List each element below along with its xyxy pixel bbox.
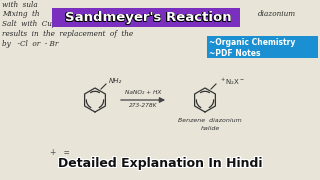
Text: halide: halide <box>200 126 220 131</box>
Text: Detailed Explanation In Hindi: Detailed Explanation In Hindi <box>59 157 263 170</box>
Text: Detailed Explanation In Hindi: Detailed Explanation In Hindi <box>57 158 261 171</box>
FancyBboxPatch shape <box>207 36 318 58</box>
Text: Sandmeyer's Reaction: Sandmeyer's Reaction <box>65 11 231 24</box>
Text: NH₂: NH₂ <box>109 78 122 84</box>
Text: Detailed Explanation In Hindi: Detailed Explanation In Hindi <box>57 157 261 170</box>
Text: Sandmeyer's Reaction: Sandmeyer's Reaction <box>65 12 232 24</box>
Text: $^+$N₂X$^-$: $^+$N₂X$^-$ <box>219 77 245 87</box>
Text: by   -Cl  or  - Br: by -Cl or - Br <box>2 40 58 48</box>
Text: Sandmeyer's Reaction: Sandmeyer's Reaction <box>64 12 231 25</box>
Text: Detailed Explanation In Hindi: Detailed Explanation In Hindi <box>58 157 262 170</box>
Text: Salt  with  Cuprous  Chloride  on  C: Salt with Cuprous Chloride on C <box>2 20 132 28</box>
Text: with  sula: with sula <box>2 1 38 9</box>
Text: Benzene  diazonium: Benzene diazonium <box>178 118 242 123</box>
Text: Sandmeyer's Reaction: Sandmeyer's Reaction <box>65 11 232 24</box>
Text: Mixing  th: Mixing th <box>2 10 39 18</box>
Text: Detailed Explanation In Hindi: Detailed Explanation In Hindi <box>58 156 262 169</box>
Text: results  in  the  replacement  of  the: results in the replacement of the <box>2 30 133 38</box>
Text: Sandmeyer's Reaction: Sandmeyer's Reaction <box>64 12 231 24</box>
Text: Detailed Explanation In Hindi: Detailed Explanation In Hindi <box>57 157 261 170</box>
Text: Detailed Explanation In Hindi: Detailed Explanation In Hindi <box>59 157 263 170</box>
Text: Sandmeyer's Reaction: Sandmeyer's Reaction <box>65 12 231 25</box>
Text: Detailed Explanation In Hindi: Detailed Explanation In Hindi <box>59 158 263 171</box>
Text: +   =: + = <box>50 148 70 157</box>
Text: diazonium: diazonium <box>258 10 296 18</box>
Text: Detailed Explanation In Hindi: Detailed Explanation In Hindi <box>58 158 262 171</box>
Text: Sandmeyer's Reaction: Sandmeyer's Reaction <box>65 12 231 24</box>
Text: NaNO₂ + HX: NaNO₂ + HX <box>125 90 161 95</box>
Text: Detailed Explanation In Hindi: Detailed Explanation In Hindi <box>58 158 262 171</box>
Text: ~Organic Chemistry: ~Organic Chemistry <box>209 38 295 47</box>
Text: ~PDF Notes: ~PDF Notes <box>209 49 260 58</box>
Text: Detailed Explanation In Hindi: Detailed Explanation In Hindi <box>57 156 261 169</box>
Text: Sandmeyer's Reaction: Sandmeyer's Reaction <box>64 11 231 24</box>
Text: Sandmeyer's Reaction: Sandmeyer's Reaction <box>65 12 232 25</box>
Text: 273-278K: 273-278K <box>129 103 157 108</box>
Text: Detailed Explanation In Hindi: Detailed Explanation In Hindi <box>59 156 263 169</box>
Text: Detailed Explanation In Hindi: Detailed Explanation In Hindi <box>58 156 262 169</box>
FancyBboxPatch shape <box>52 8 240 27</box>
